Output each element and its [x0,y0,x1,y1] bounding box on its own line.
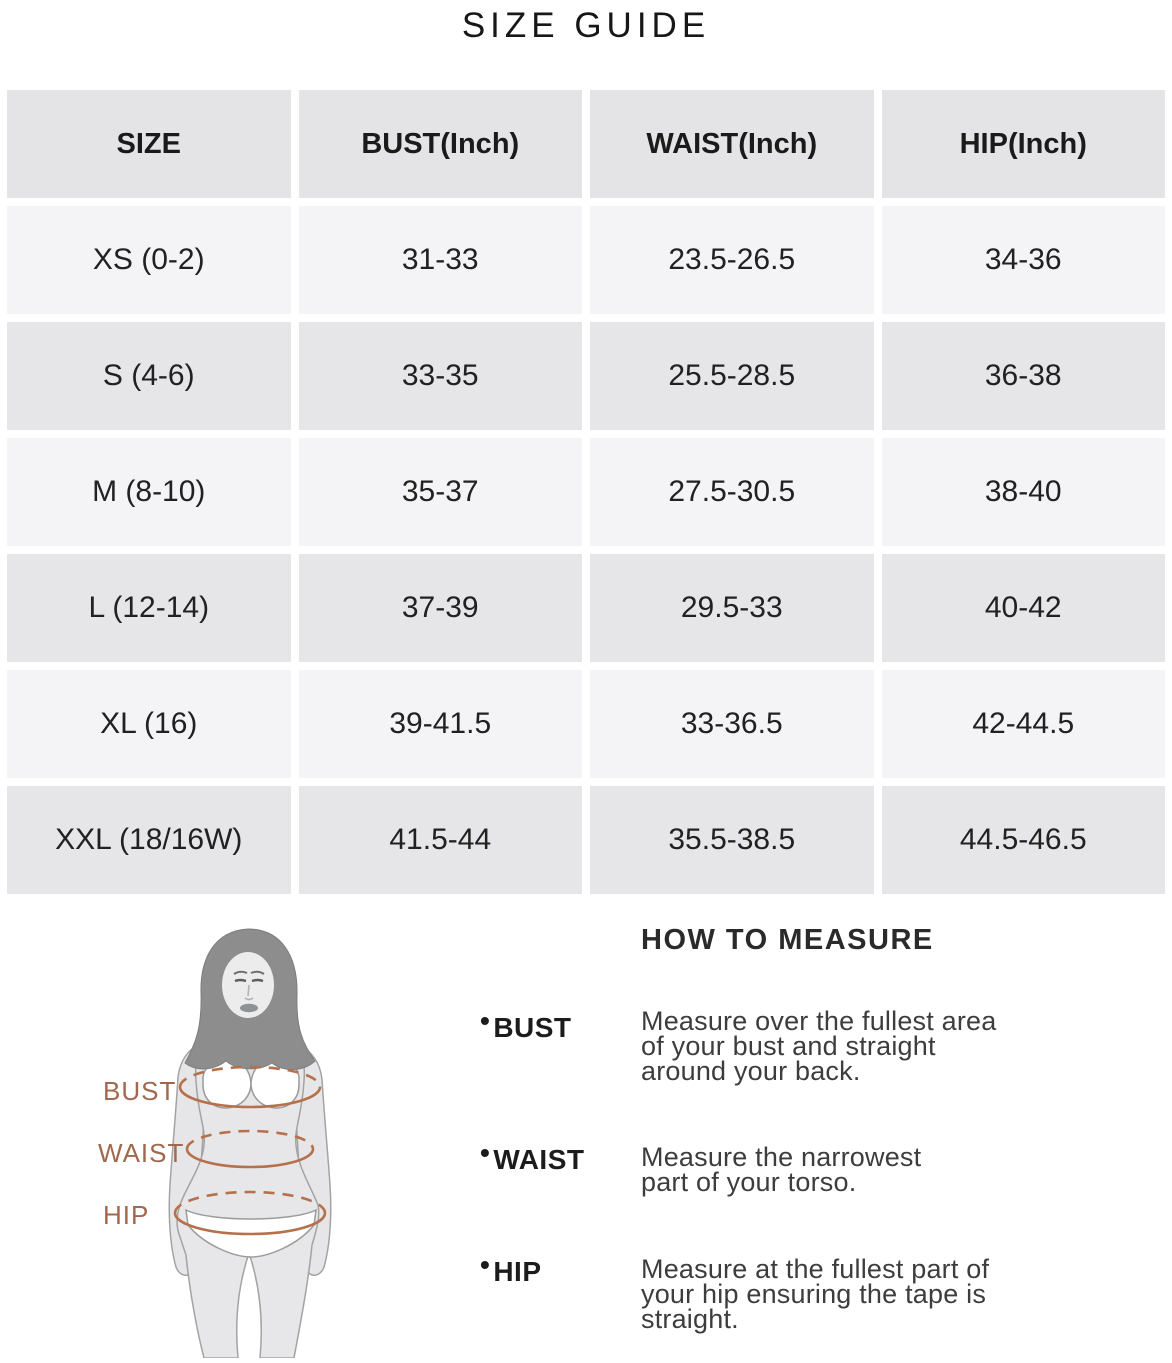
table-cell: 38-40 [881,438,1165,546]
table-cell: 35.5-38.5 [590,786,874,894]
table-cell: 39-41.5 [298,670,582,778]
measure-item-text-bust: Measure over the fullest area of your bu… [641,1006,997,1086]
bust-ring [178,1065,322,1109]
table-cell: 37-39 [298,554,582,662]
table-cell: 33-35 [298,322,582,430]
column-header-bust: BUST(Inch) [298,90,582,198]
figure-bust-label: BUST [103,1076,176,1106]
table-cell: S (4-6) [7,322,291,430]
bullet-icon: • [480,1249,491,1280]
table-cell: 33-36.5 [590,670,874,778]
table-cell: XS (0-2) [7,206,291,314]
figure-brows [233,970,265,975]
column-header-waist: WAIST(Inch) [590,90,874,198]
table-cell: XXL (18/16W) [7,786,291,894]
bullet-icon: • [480,1005,491,1036]
figure-hip-label: HIP [103,1200,149,1230]
column-header-hip: HIP(Inch) [881,90,1165,198]
table-cell: 29.5-33 [590,554,874,662]
table-cell: 42-44.5 [881,670,1165,778]
table-cell: 34-36 [881,206,1165,314]
measure-item-text-hip: Measure at the fullest part of your hip … [641,1254,990,1334]
how-to-measure-heading: HOW TO MEASURE [641,924,934,956]
measure-item-label-hip: • HIP [480,1249,542,1288]
figure-nose [244,984,254,1001]
table-cell: 44.5-46.5 [881,786,1165,894]
measure-item-label-bust: • BUST [480,1005,572,1044]
table-cell: M (8-10) [7,438,291,546]
measure-item-label-text: BUST [493,1012,572,1043]
measure-item-label-waist: • WAIST [480,1137,585,1176]
figure-lips [240,1003,258,1013]
size-table: SIZE BUST(Inch) WAIST(Inch) HIP(Inch) XS… [7,90,1165,894]
table-cell: 40-42 [881,554,1165,662]
figure-face [222,952,274,1018]
bullet-icon: • [480,1137,491,1168]
figure-eyes [234,978,264,983]
table-cell: L (12-14) [7,554,291,662]
measure-item-text-waist: Measure the narrowest part of your torso… [641,1142,922,1197]
measurement-figure-illustration: BUST WAIST HIP [98,928,332,1359]
hip-ring [173,1190,327,1236]
measure-item-label-text: WAIST [493,1144,585,1175]
table-cell: 35-37 [298,438,582,546]
table-cell: 31-33 [298,206,582,314]
table-cell: 41.5-44 [298,786,582,894]
table-cell: 36-38 [881,322,1165,430]
column-header-size: SIZE [7,90,291,198]
measurement-figure: BUST WAIST HIP [58,915,466,1359]
table-cell: 23.5-26.5 [590,206,874,314]
waist-ring [185,1129,315,1169]
page-title: SIZE GUIDE [461,6,711,45]
table-cell: 25.5-28.5 [590,322,874,430]
measure-item-label-text: HIP [493,1256,542,1287]
table-cell: 27.5-30.5 [590,438,874,546]
table-cell: XL (16) [7,670,291,778]
figure-waist-label: WAIST [98,1138,184,1168]
